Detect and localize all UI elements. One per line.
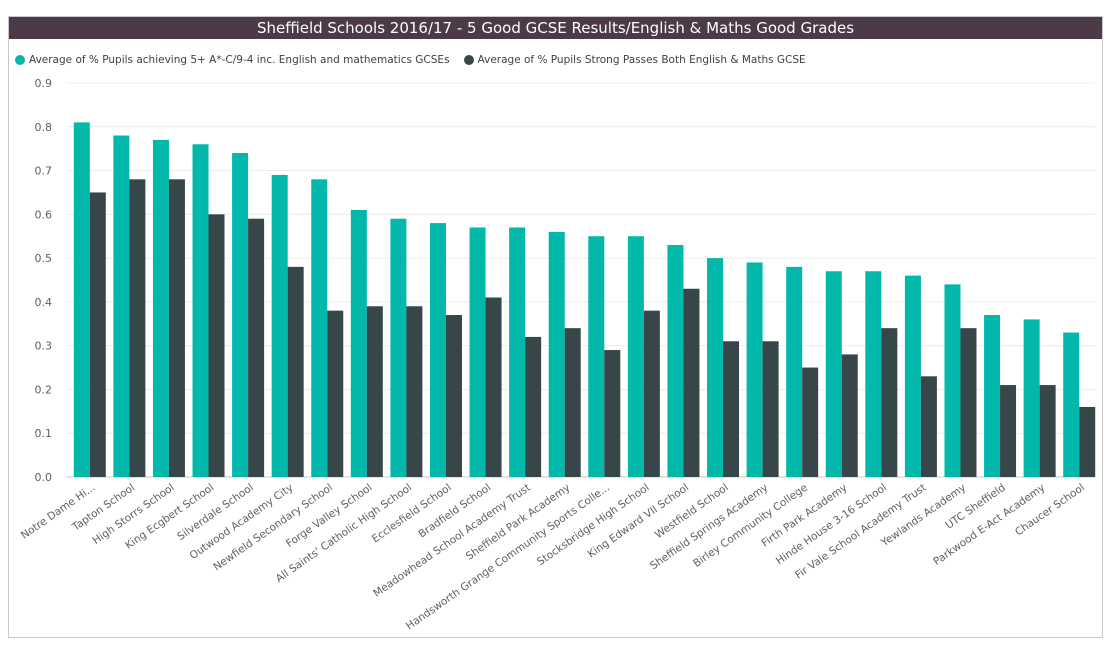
bar-series-a — [73, 122, 90, 478]
bar-series-b — [960, 328, 977, 477]
legend-marker-series-a — [15, 55, 25, 65]
bar-series-b — [485, 297, 502, 477]
bar-series-a — [548, 231, 565, 477]
y-tick-label: 0.0 — [35, 471, 53, 484]
legend-label-series-a: Average of % Pupils achieving 5+ A*-C/9-… — [29, 54, 450, 66]
bar-series-a — [113, 135, 130, 477]
y-tick-label: 0.9 — [35, 77, 53, 90]
bar-series-b — [89, 192, 106, 477]
y-tick-label: 0.8 — [35, 121, 53, 134]
bar-series-b — [129, 179, 146, 478]
bar-series-a — [311, 179, 328, 478]
bar-series-a — [984, 315, 1001, 477]
y-tick-label: 0.6 — [35, 208, 53, 221]
bar-series-b — [683, 288, 700, 477]
bar-series-a — [825, 271, 842, 477]
legend-label-series-b: Average of % Pupils Strong Passes Both E… — [477, 54, 806, 66]
bar-series-a — [707, 258, 724, 477]
bar-series-a — [469, 227, 486, 477]
chart-panel: Sheffield Schools 2016/17 - 5 Good GCSE … — [8, 16, 1103, 638]
y-tick-label: 0.3 — [35, 340, 53, 353]
bar-series-a — [509, 227, 526, 477]
chart-title: Sheffield Schools 2016/17 - 5 Good GCSE … — [9, 17, 1102, 39]
x-tick-label: Chaucer School — [1013, 482, 1087, 539]
y-tick-label: 0.4 — [35, 296, 53, 309]
legend-marker-series-b — [463, 55, 474, 65]
bar-series-a — [350, 209, 367, 477]
bar-series-b — [1079, 406, 1096, 477]
bar-series-a — [232, 153, 249, 478]
bar-series-b — [525, 336, 542, 477]
bar-series-b — [366, 306, 383, 477]
bar-series-a — [390, 218, 407, 477]
bar-series-a — [627, 236, 644, 477]
bar-series-a — [429, 223, 446, 477]
bar-series-b — [762, 341, 779, 477]
bar-series-a — [944, 284, 961, 477]
bar-series-b — [881, 328, 898, 477]
bar-series-b — [248, 218, 265, 477]
bar-series-a — [1063, 332, 1080, 477]
bar-series-b — [1039, 385, 1056, 477]
bar-series-b — [604, 350, 621, 477]
y-tick-label: 0.2 — [35, 383, 53, 396]
bar-series-a — [271, 174, 288, 477]
bar-series-b — [802, 367, 819, 477]
bar-series-b — [287, 266, 304, 477]
bar-series-b — [564, 328, 581, 477]
bar-series-a — [667, 244, 684, 477]
bar-series-b — [208, 214, 225, 478]
bar-series-b — [406, 306, 423, 477]
bar-series-b — [1000, 385, 1017, 477]
bar-series-b — [445, 315, 462, 477]
bar-series-b — [723, 341, 740, 477]
legend-item-series-b[interactable]: Average of % Pupils Strong Passes Both E… — [463, 54, 806, 66]
bar-series-a — [152, 139, 169, 477]
bar-series-b — [643, 310, 660, 477]
bar-series-b — [920, 376, 937, 477]
bar-series-a — [746, 262, 763, 477]
bar-series-a — [1023, 319, 1040, 477]
y-tick-label: 0.1 — [35, 427, 53, 440]
bar-series-a — [588, 236, 605, 477]
bar-series-b — [841, 354, 858, 477]
bar-series-a — [786, 266, 803, 477]
bar-series-b — [327, 310, 344, 477]
legend-item-series-a[interactable]: Average of % Pupils achieving 5+ A*-C/9-… — [15, 54, 450, 66]
bar-series-b — [168, 179, 185, 478]
bar-series-a — [192, 144, 209, 477]
y-tick-label: 0.7 — [35, 165, 53, 178]
bar-series-a — [904, 275, 921, 477]
bar-series-a — [865, 271, 882, 477]
chart-legend: Average of % Pupils achieving 5+ A*-C/9-… — [15, 51, 820, 69]
y-tick-label: 0.5 — [35, 252, 53, 265]
